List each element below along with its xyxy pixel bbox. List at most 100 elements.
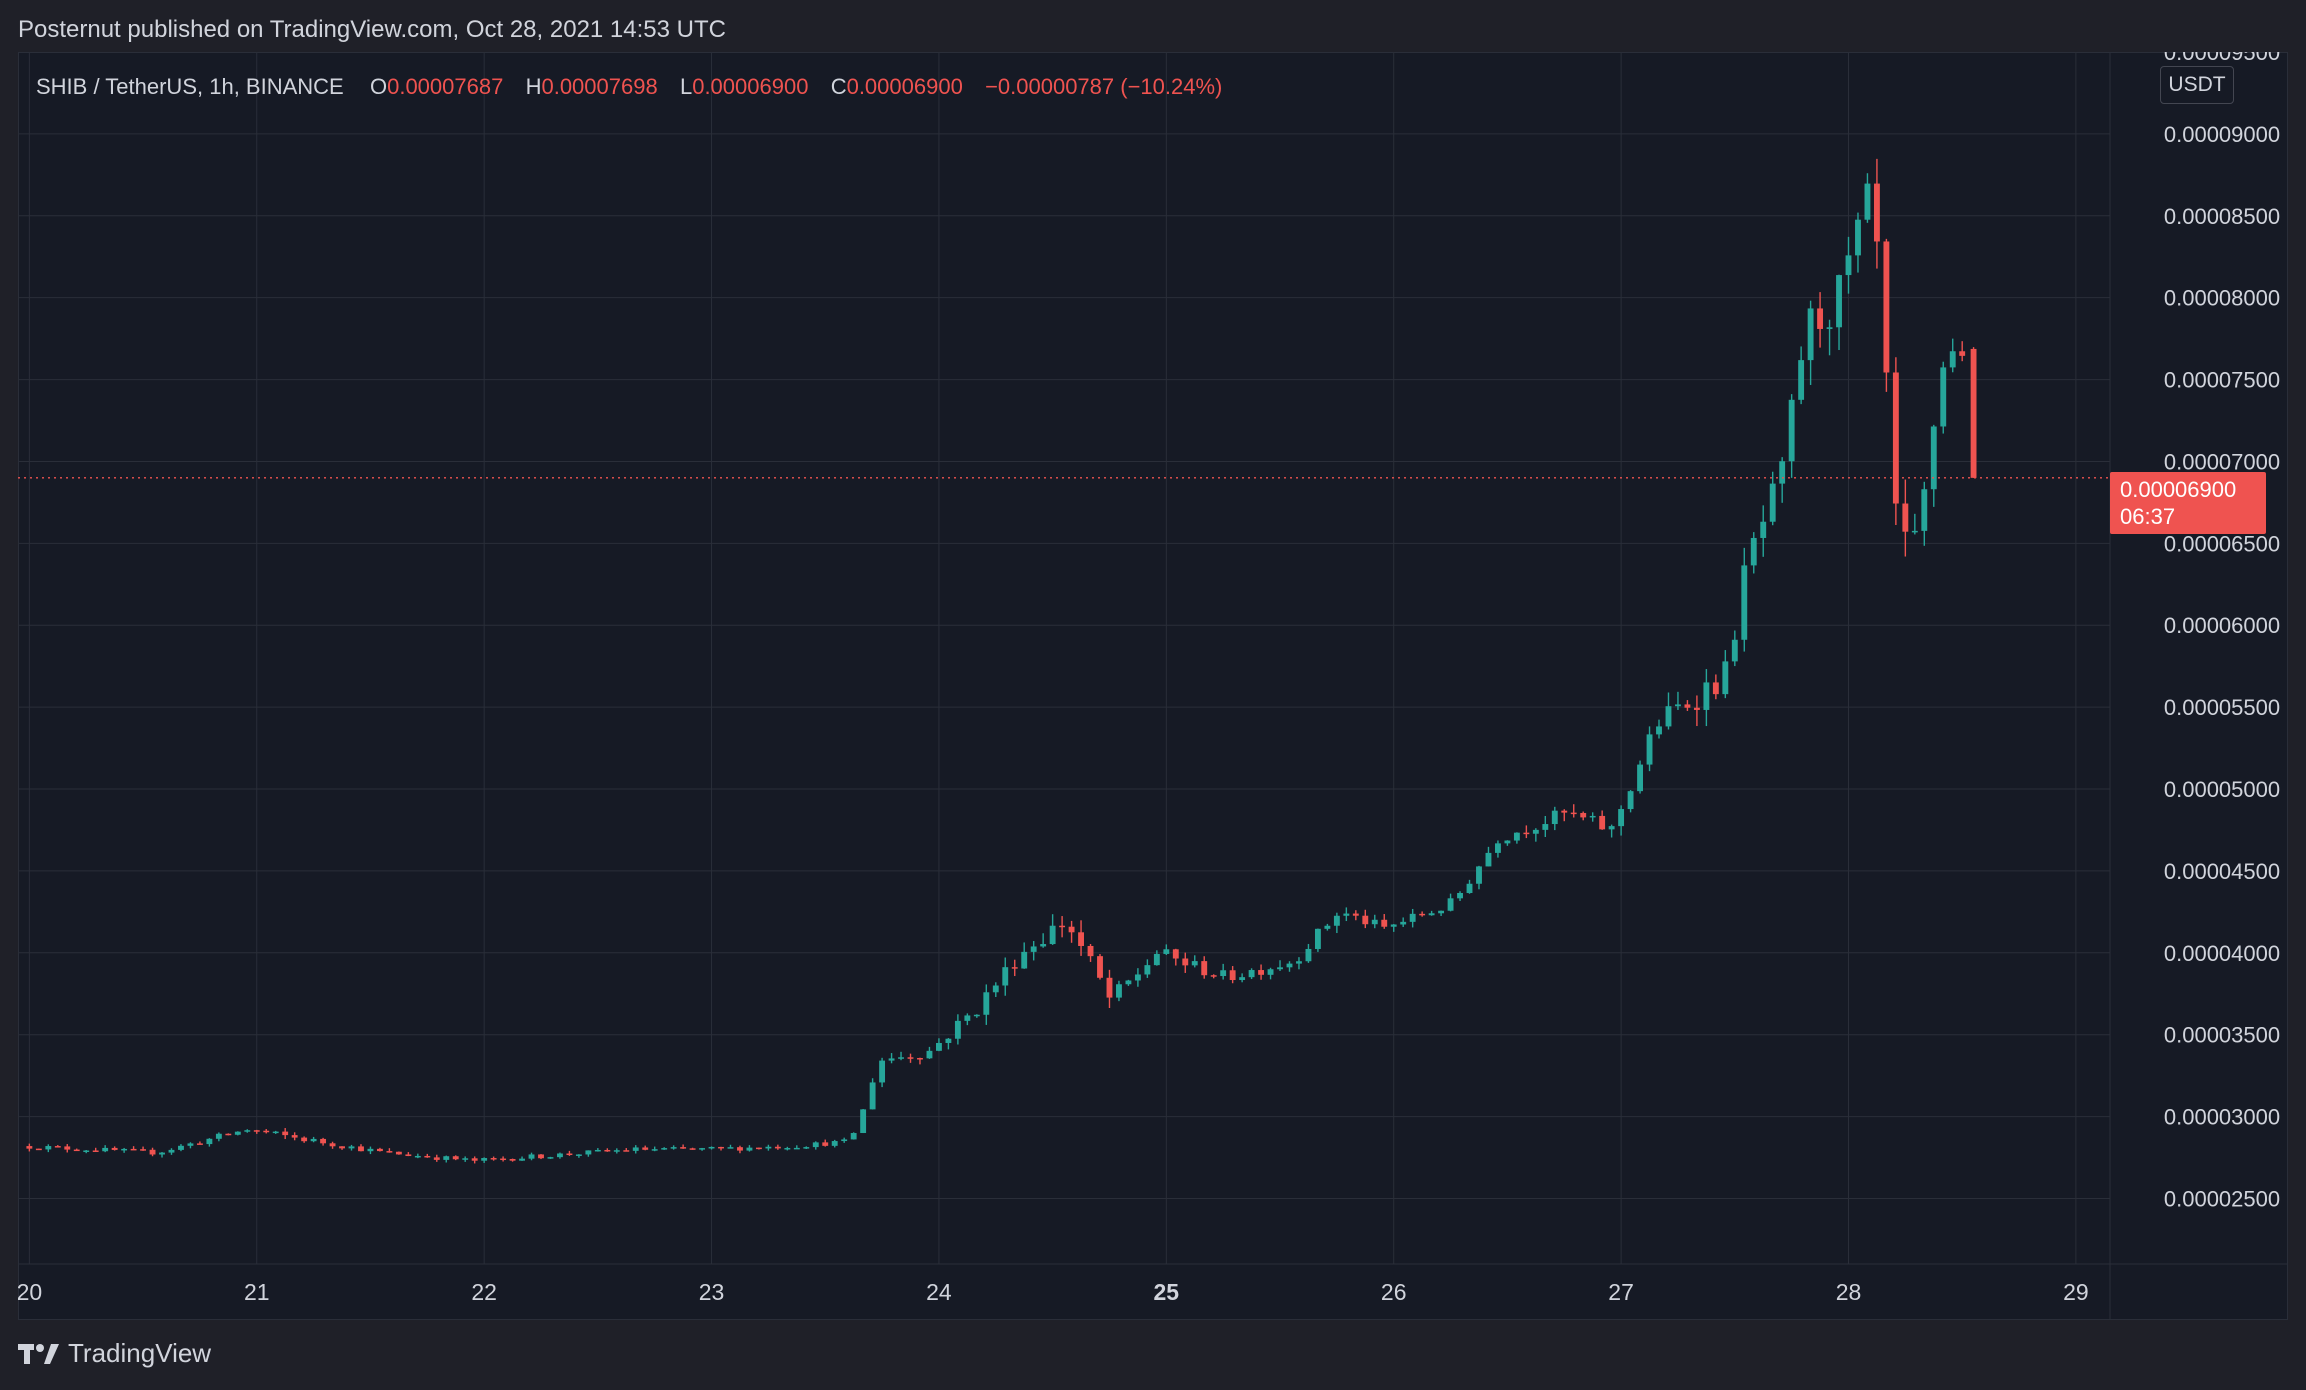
time-tick-label: 22 [471,1279,497,1305]
candle-body [1779,461,1786,484]
candle-body [414,1155,421,1158]
candle-body [1798,360,1805,400]
candle-body [358,1146,364,1152]
candle-body [1409,913,1416,922]
candle-body [1447,898,1454,911]
candle-body [1002,967,1009,986]
time-tick-label: 23 [699,1279,725,1305]
candle-body [1201,961,1208,976]
plot-area [18,158,2110,1164]
candle-body [73,1149,80,1152]
candle-body [348,1146,355,1149]
price-tick-label: 0.00008500 [2164,204,2280,229]
candle-body [253,1130,260,1132]
candle-body [149,1149,156,1155]
last-price-value: 0.00006900 [2120,477,2237,502]
candle-body [1684,704,1691,708]
candlestick-chart[interactable]: 0.00002500 0.00003000 0.00003500 0.00004000… [18,52,2288,1320]
price-axis: 0.00002500 0.00003000 0.00003500 0.00004000… [2164,52,2280,1211]
candle-body [263,1130,270,1133]
candle-body [1769,483,1776,522]
low-label: L [679,74,693,99]
candle-body [1097,956,1103,978]
candle-body [1428,913,1435,916]
candle-body [1637,764,1643,792]
candle-body [1343,913,1350,916]
candle-body [1087,945,1094,957]
candle-body [1940,367,1947,427]
candle-body [500,1158,507,1161]
candle-body [386,1151,393,1153]
candle-body [1589,815,1596,818]
candle-body [575,1154,582,1156]
candle-body [1220,970,1227,977]
candle-body [528,1154,535,1159]
candle-body [1788,399,1795,462]
candle-body [1314,928,1321,949]
candle-body [1703,682,1710,710]
candle-body [1371,919,1378,925]
candle-body [1286,963,1293,968]
candle-body [1542,824,1549,830]
candle-body [1182,958,1189,966]
candle-body [737,1147,743,1151]
candle-body [547,1157,554,1159]
candle-body [1324,925,1331,929]
bar-countdown: 06:37 [2120,504,2176,529]
candle-body [376,1148,383,1152]
time-tick-label: 26 [1381,1279,1407,1305]
candle-body [1836,275,1842,328]
open-value: 0.00007687 [387,74,504,99]
candle-body [812,1142,819,1148]
candle-body [225,1133,232,1136]
candle-body [1693,707,1700,710]
candle-body [1352,913,1359,916]
candle-body [490,1158,497,1160]
grid-lines [18,52,2288,1320]
candle-body [1229,970,1236,981]
candle-body [699,1148,706,1150]
time-tick-label: 27 [1608,1279,1634,1305]
candle-body [689,1148,696,1150]
candle-body [1627,791,1634,810]
currency-button[interactable]: USDT [2160,66,2234,104]
candle-body [45,1146,52,1150]
candle-body [917,1058,923,1060]
price-tick-label: 0.00004000 [2164,941,2280,966]
price-tick-label: 0.00003500 [2164,1023,2280,1048]
candle-body [1646,734,1653,765]
footer-brand[interactable]: TradingView [18,1338,211,1369]
candle-body [1333,915,1340,926]
candle-body [471,1158,478,1161]
candle-body [168,1149,175,1153]
candle-body [1040,944,1047,947]
low-value: 0.00006900 [692,74,809,99]
chart-panel [18,52,2288,1320]
candle-body [1921,489,1928,531]
candle-body [130,1148,137,1151]
candle-body [443,1156,450,1160]
candle-body [935,1042,942,1051]
candle-body [140,1149,147,1151]
time-tick-label: 25 [1154,1279,1180,1305]
candle-body [594,1149,601,1152]
candle-body [661,1148,668,1150]
candle-body [623,1150,630,1152]
candle-body [1116,984,1122,998]
candle-body [1504,840,1511,844]
price-tick-label: 0.00006500 [2164,531,2280,556]
price-tick-label: 0.00009000 [2164,122,2280,147]
symbol-label[interactable]: SHIB / TetherUS, 1h, BINANCE [36,74,344,99]
candle-body [1030,946,1037,952]
candle-body [1258,970,1265,975]
candle-body [1892,372,1899,504]
candle-body [424,1155,431,1158]
candle-body [1741,565,1748,640]
candle-body [509,1158,516,1161]
candle-body [765,1146,772,1149]
candle-body [1400,921,1407,925]
candle-body [803,1147,810,1149]
candle-body [301,1137,308,1142]
candle-body [519,1158,525,1161]
candle-body [405,1154,412,1157]
